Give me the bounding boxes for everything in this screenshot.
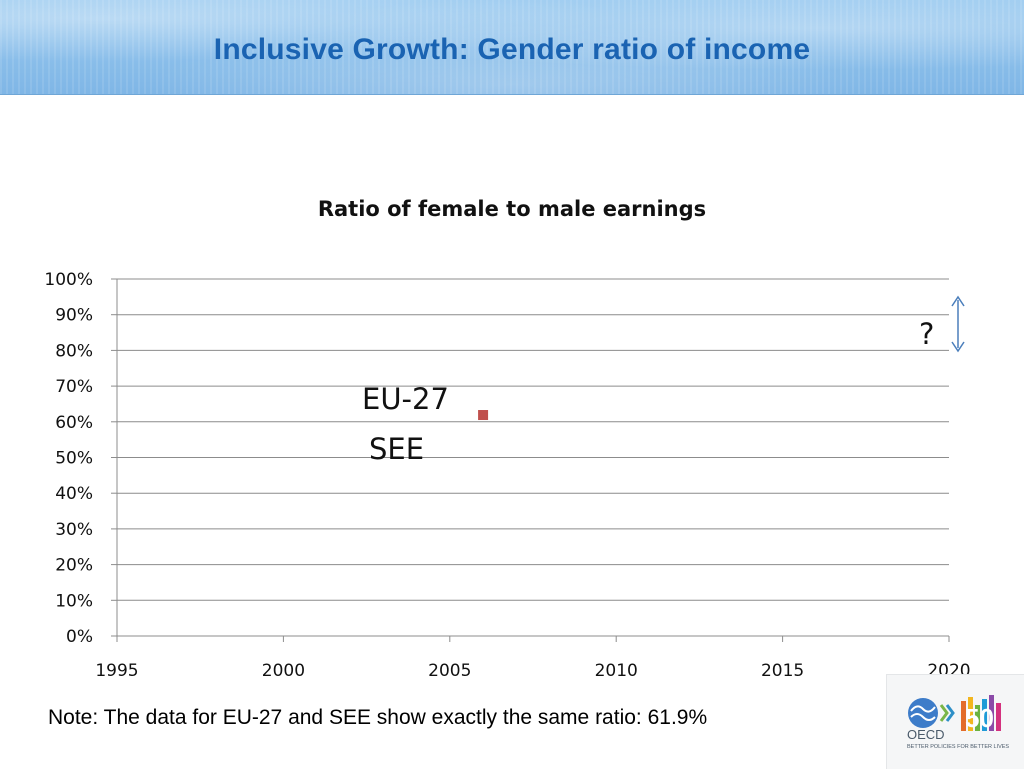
x-axis-tick-labels: 1995 2000 2005 2010 2015 2020 xyxy=(95,661,970,681)
chart-title: Ratio of female to male earnings xyxy=(317,197,707,221)
x-tick-label: 2000 xyxy=(262,661,305,681)
y-tick-label: 60% xyxy=(55,413,93,433)
slide-title: Inclusive Growth: Gender ratio of income xyxy=(213,33,811,66)
data-point xyxy=(478,410,489,421)
y-axis-tick-labels: 0% 10% 20% 30% 40% 50% 60% 70% 80% 90% 100% xyxy=(44,270,93,647)
svg-text:50: 50 xyxy=(965,703,994,733)
y-tick-label: 80% xyxy=(55,341,93,361)
x-tick-label: 2015 xyxy=(761,661,804,681)
footnote: Note: The data for EU-27 and SEE show ex… xyxy=(48,706,708,729)
axes xyxy=(111,278,950,642)
x-tick-label: 2010 xyxy=(595,661,638,681)
svg-text:OECD: OECD xyxy=(907,727,945,742)
svg-text:BETTER POLICIES FOR BETTER LIV: BETTER POLICIES FOR BETTER LIVES xyxy=(907,744,1009,750)
title-banner xyxy=(0,0,1024,95)
y-tick-label: 10% xyxy=(55,591,93,611)
data-points xyxy=(478,410,489,421)
annotation-question-mark: ? xyxy=(919,317,934,351)
x-tick-label: 2005 xyxy=(428,661,471,681)
x-tick-label: 1995 xyxy=(95,661,138,681)
annotation-eu27: EU-27 xyxy=(362,382,449,416)
y-tick-label: 90% xyxy=(55,306,93,326)
y-tick-label: 100% xyxy=(44,270,93,290)
oecd-50-icon: 50 OECD BETTER POLICIES FOR BETTER LIVES xyxy=(907,695,1009,750)
y-tick-label: 30% xyxy=(55,520,93,540)
double-arrow-icon xyxy=(951,295,965,353)
annotation-see: SEE xyxy=(369,432,424,466)
y-tick-label: 70% xyxy=(55,377,93,397)
y-tick-label: 40% xyxy=(55,484,93,504)
y-tick-label: 20% xyxy=(55,556,93,576)
gridlines xyxy=(117,278,949,601)
oecd-logo: 50 OECD BETTER POLICIES FOR BETTER LIVES xyxy=(886,674,1024,769)
y-tick-label: 0% xyxy=(66,627,93,647)
y-tick-label: 50% xyxy=(55,449,93,469)
